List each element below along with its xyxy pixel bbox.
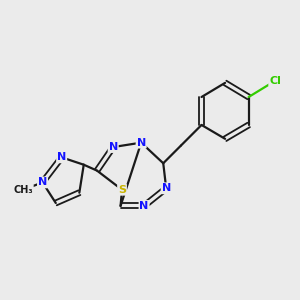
Text: N: N — [57, 152, 66, 162]
Text: N: N — [38, 177, 47, 188]
Text: N: N — [136, 138, 146, 148]
Text: S: S — [118, 185, 126, 195]
Text: Cl: Cl — [269, 76, 281, 86]
Text: N: N — [109, 142, 118, 152]
Text: N: N — [140, 201, 149, 211]
Text: CH₃: CH₃ — [14, 185, 33, 195]
Text: N: N — [162, 183, 171, 193]
